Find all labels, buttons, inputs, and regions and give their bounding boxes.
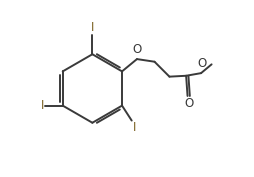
Text: O: O [184, 97, 193, 110]
Text: O: O [132, 43, 141, 56]
Text: I: I [132, 121, 135, 134]
Text: I: I [90, 21, 94, 34]
Text: O: O [197, 58, 206, 70]
Text: I: I [41, 99, 44, 112]
